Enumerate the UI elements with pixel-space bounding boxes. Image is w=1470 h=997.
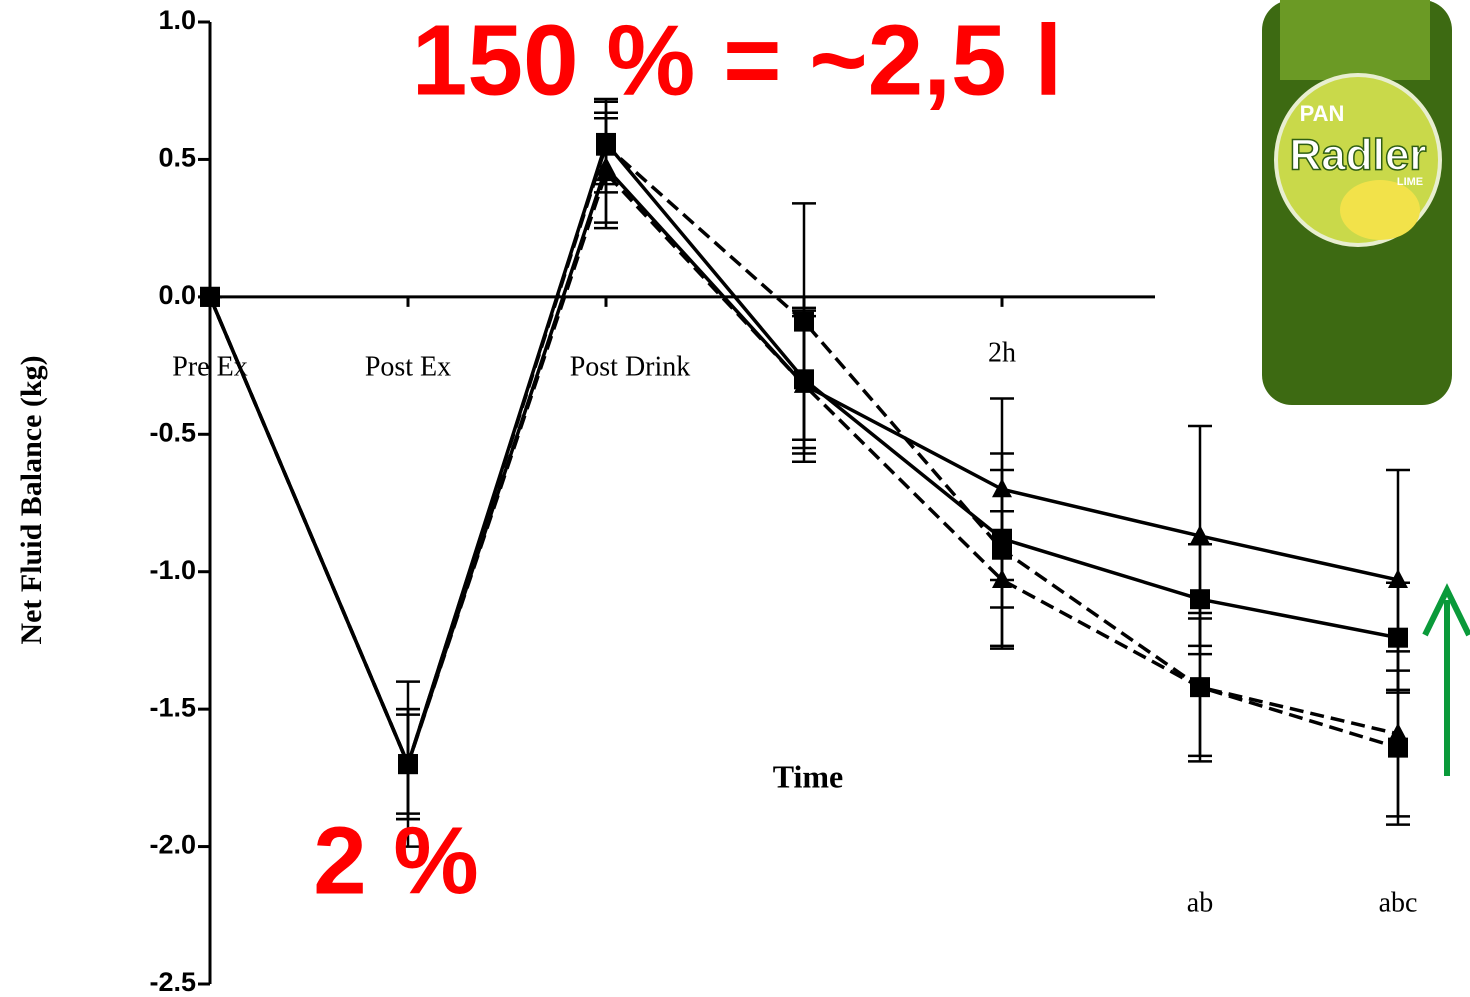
significance-label: ab [1187,887,1213,918]
bottle: PAN Radler LIME [1262,0,1452,405]
y-tick-label: -1.5 [149,692,196,722]
bottle-brand: PAN [1300,101,1345,126]
marker [1190,524,1210,544]
y-tick-label: 1.0 [158,5,196,35]
y-tick-label: 0.5 [158,143,196,173]
marker [398,754,418,775]
annotation: 150 % = ~2,5 l [412,4,1063,116]
bottle-name: Radler [1290,131,1427,180]
series [198,97,1410,848]
y-tick-label: 0.0 [158,280,196,310]
y-tick-label: -0.5 [149,417,196,447]
y-axis-title: Net Fluid Balance (kg) [15,355,48,644]
arrow-head [1422,583,1470,637]
annotation: 2 % [313,807,478,914]
marker [1388,627,1408,648]
y-tick-label: -1.0 [149,555,196,585]
significance-label: abc [1379,887,1418,918]
x-tick-label: Post Drink [570,351,691,382]
marker [794,311,814,332]
y-tick-label: -2.5 [149,967,196,997]
marker [1190,589,1210,610]
y-tick-label: -2.0 [149,830,196,860]
marker [992,539,1012,560]
lemon [1340,180,1420,240]
bottle-flavor: LIME [1397,176,1423,188]
green-arrow [1422,583,1470,776]
marker [596,135,616,156]
x-tick-label: Post Ex [365,351,451,382]
x-axis-title: Time [773,758,844,794]
marker [200,286,220,307]
marker [1388,737,1408,758]
bottle-neck [1280,0,1430,80]
x-tick-label: 2h [988,337,1016,368]
marker [1190,677,1210,698]
